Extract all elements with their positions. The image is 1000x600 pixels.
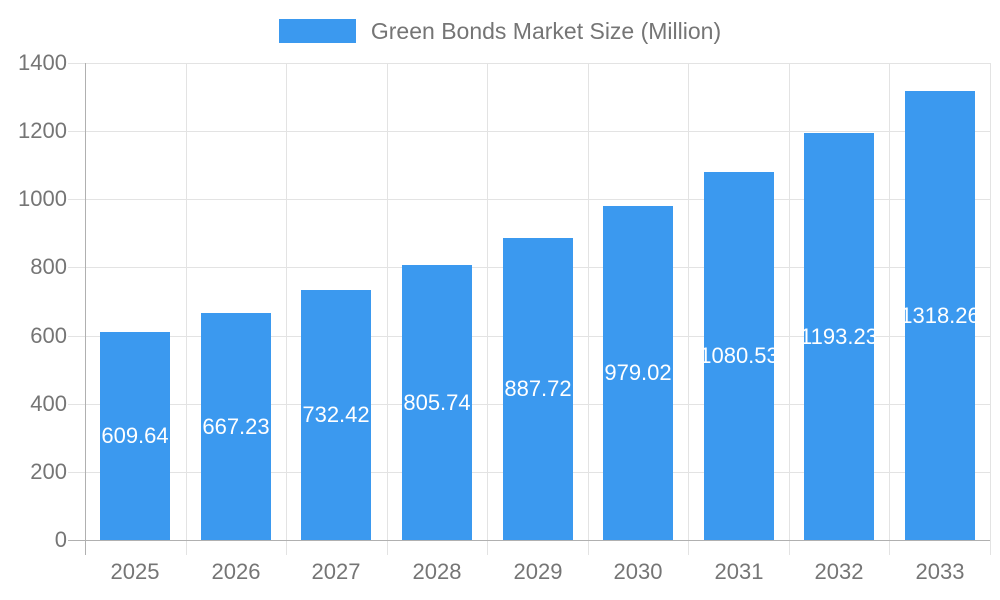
y-axis-line (85, 63, 86, 555)
v-gridline (789, 63, 790, 540)
bar[interactable]: 609.64 (100, 332, 170, 540)
v-gridline (588, 63, 589, 540)
legend: Green Bonds Market Size (Million) (0, 19, 1000, 43)
v-gridline (387, 63, 388, 540)
x-axis-tick (990, 540, 991, 555)
x-axis-tick-label: 2029 (513, 559, 563, 584)
bar-value-label: 1318.26 (900, 302, 980, 328)
y-axis-tick-label: 200 (30, 459, 67, 484)
h-gridline (85, 63, 990, 64)
v-gridline (186, 63, 187, 540)
bar-value-label: 1080.53 (699, 343, 779, 368)
bar-value-label: 732.42 (302, 402, 370, 427)
v-gridline (487, 63, 488, 540)
x-axis-tick (487, 540, 488, 555)
bar[interactable]: 979.02 (603, 206, 673, 540)
y-axis-tick (68, 404, 85, 405)
y-axis-tick (68, 63, 85, 64)
x-axis-tick-label: 2032 (814, 559, 864, 584)
bar[interactable]: 667.23 (201, 313, 271, 540)
x-axis-tick (387, 540, 388, 555)
bar[interactable]: 1318.26 (900, 91, 980, 540)
x-axis-tick-label: 2030 (613, 559, 663, 584)
bar-value-label: 887.72 (504, 376, 572, 401)
plot-area: 0 200 400 600 800 1000 1200 1400 609.64 2025 667.2… (18, 51, 991, 584)
bar[interactable]: 732.42 (301, 290, 371, 540)
x-axis-tick (286, 540, 287, 555)
x-axis-tick-label: 2033 (915, 559, 965, 584)
v-gridline (688, 63, 689, 540)
bar-value-label: 667.23 (202, 413, 270, 439)
x-axis-tick (889, 540, 890, 555)
bar[interactable]: 887.72 (503, 238, 573, 540)
bar-value-label: 609.64 (101, 423, 169, 448)
bar-value-label: 979.02 (604, 360, 672, 385)
legend-item[interactable]: Green Bonds Market Size (Million) (278, 18, 722, 44)
x-axis-tick (789, 540, 790, 555)
x-axis-tick (688, 540, 689, 555)
bar[interactable]: 1080.53 (699, 172, 779, 540)
y-axis-tick-label: 400 (30, 391, 67, 416)
bar[interactable]: 805.74 (402, 265, 472, 540)
y-axis-tick (68, 131, 85, 132)
legend-label: Green Bonds Market Size (Million) (370, 18, 722, 44)
x-axis-tick (186, 540, 187, 555)
legend-swatch (278, 19, 356, 43)
y-axis-tick (68, 472, 85, 473)
y-axis-tick (68, 336, 85, 337)
v-gridline (990, 63, 991, 540)
x-axis-baseline (68, 540, 990, 541)
h-gridline (85, 199, 990, 200)
bar-value-label: 1193.23 (800, 323, 878, 349)
y-axis-tick-label: 1200 (18, 118, 67, 143)
x-axis-tick-label: 2027 (311, 559, 361, 584)
x-axis-tick-label: 2028 (412, 559, 462, 584)
v-gridline (889, 63, 890, 540)
x-axis-tick-label: 2025 (110, 559, 160, 584)
x-axis-tick-label: 2026 (211, 559, 261, 584)
y-axis-tick (68, 267, 85, 268)
y-axis-tick-label: 600 (30, 323, 67, 348)
y-axis-tick-label: 0 (54, 527, 67, 552)
x-axis-tick-label: 2031 (714, 559, 764, 584)
y-axis-tick-label: 1000 (18, 186, 67, 211)
h-gridline (85, 131, 990, 132)
v-gridline (286, 63, 287, 540)
y-axis-tick (68, 199, 85, 200)
x-axis-tick (588, 540, 589, 555)
bar-value-label: 805.74 (403, 389, 471, 415)
y-axis-tick-label: 1400 (18, 50, 67, 75)
y-axis-tick-label: 800 (30, 254, 67, 279)
bar[interactable]: 1193.23 (800, 133, 878, 540)
